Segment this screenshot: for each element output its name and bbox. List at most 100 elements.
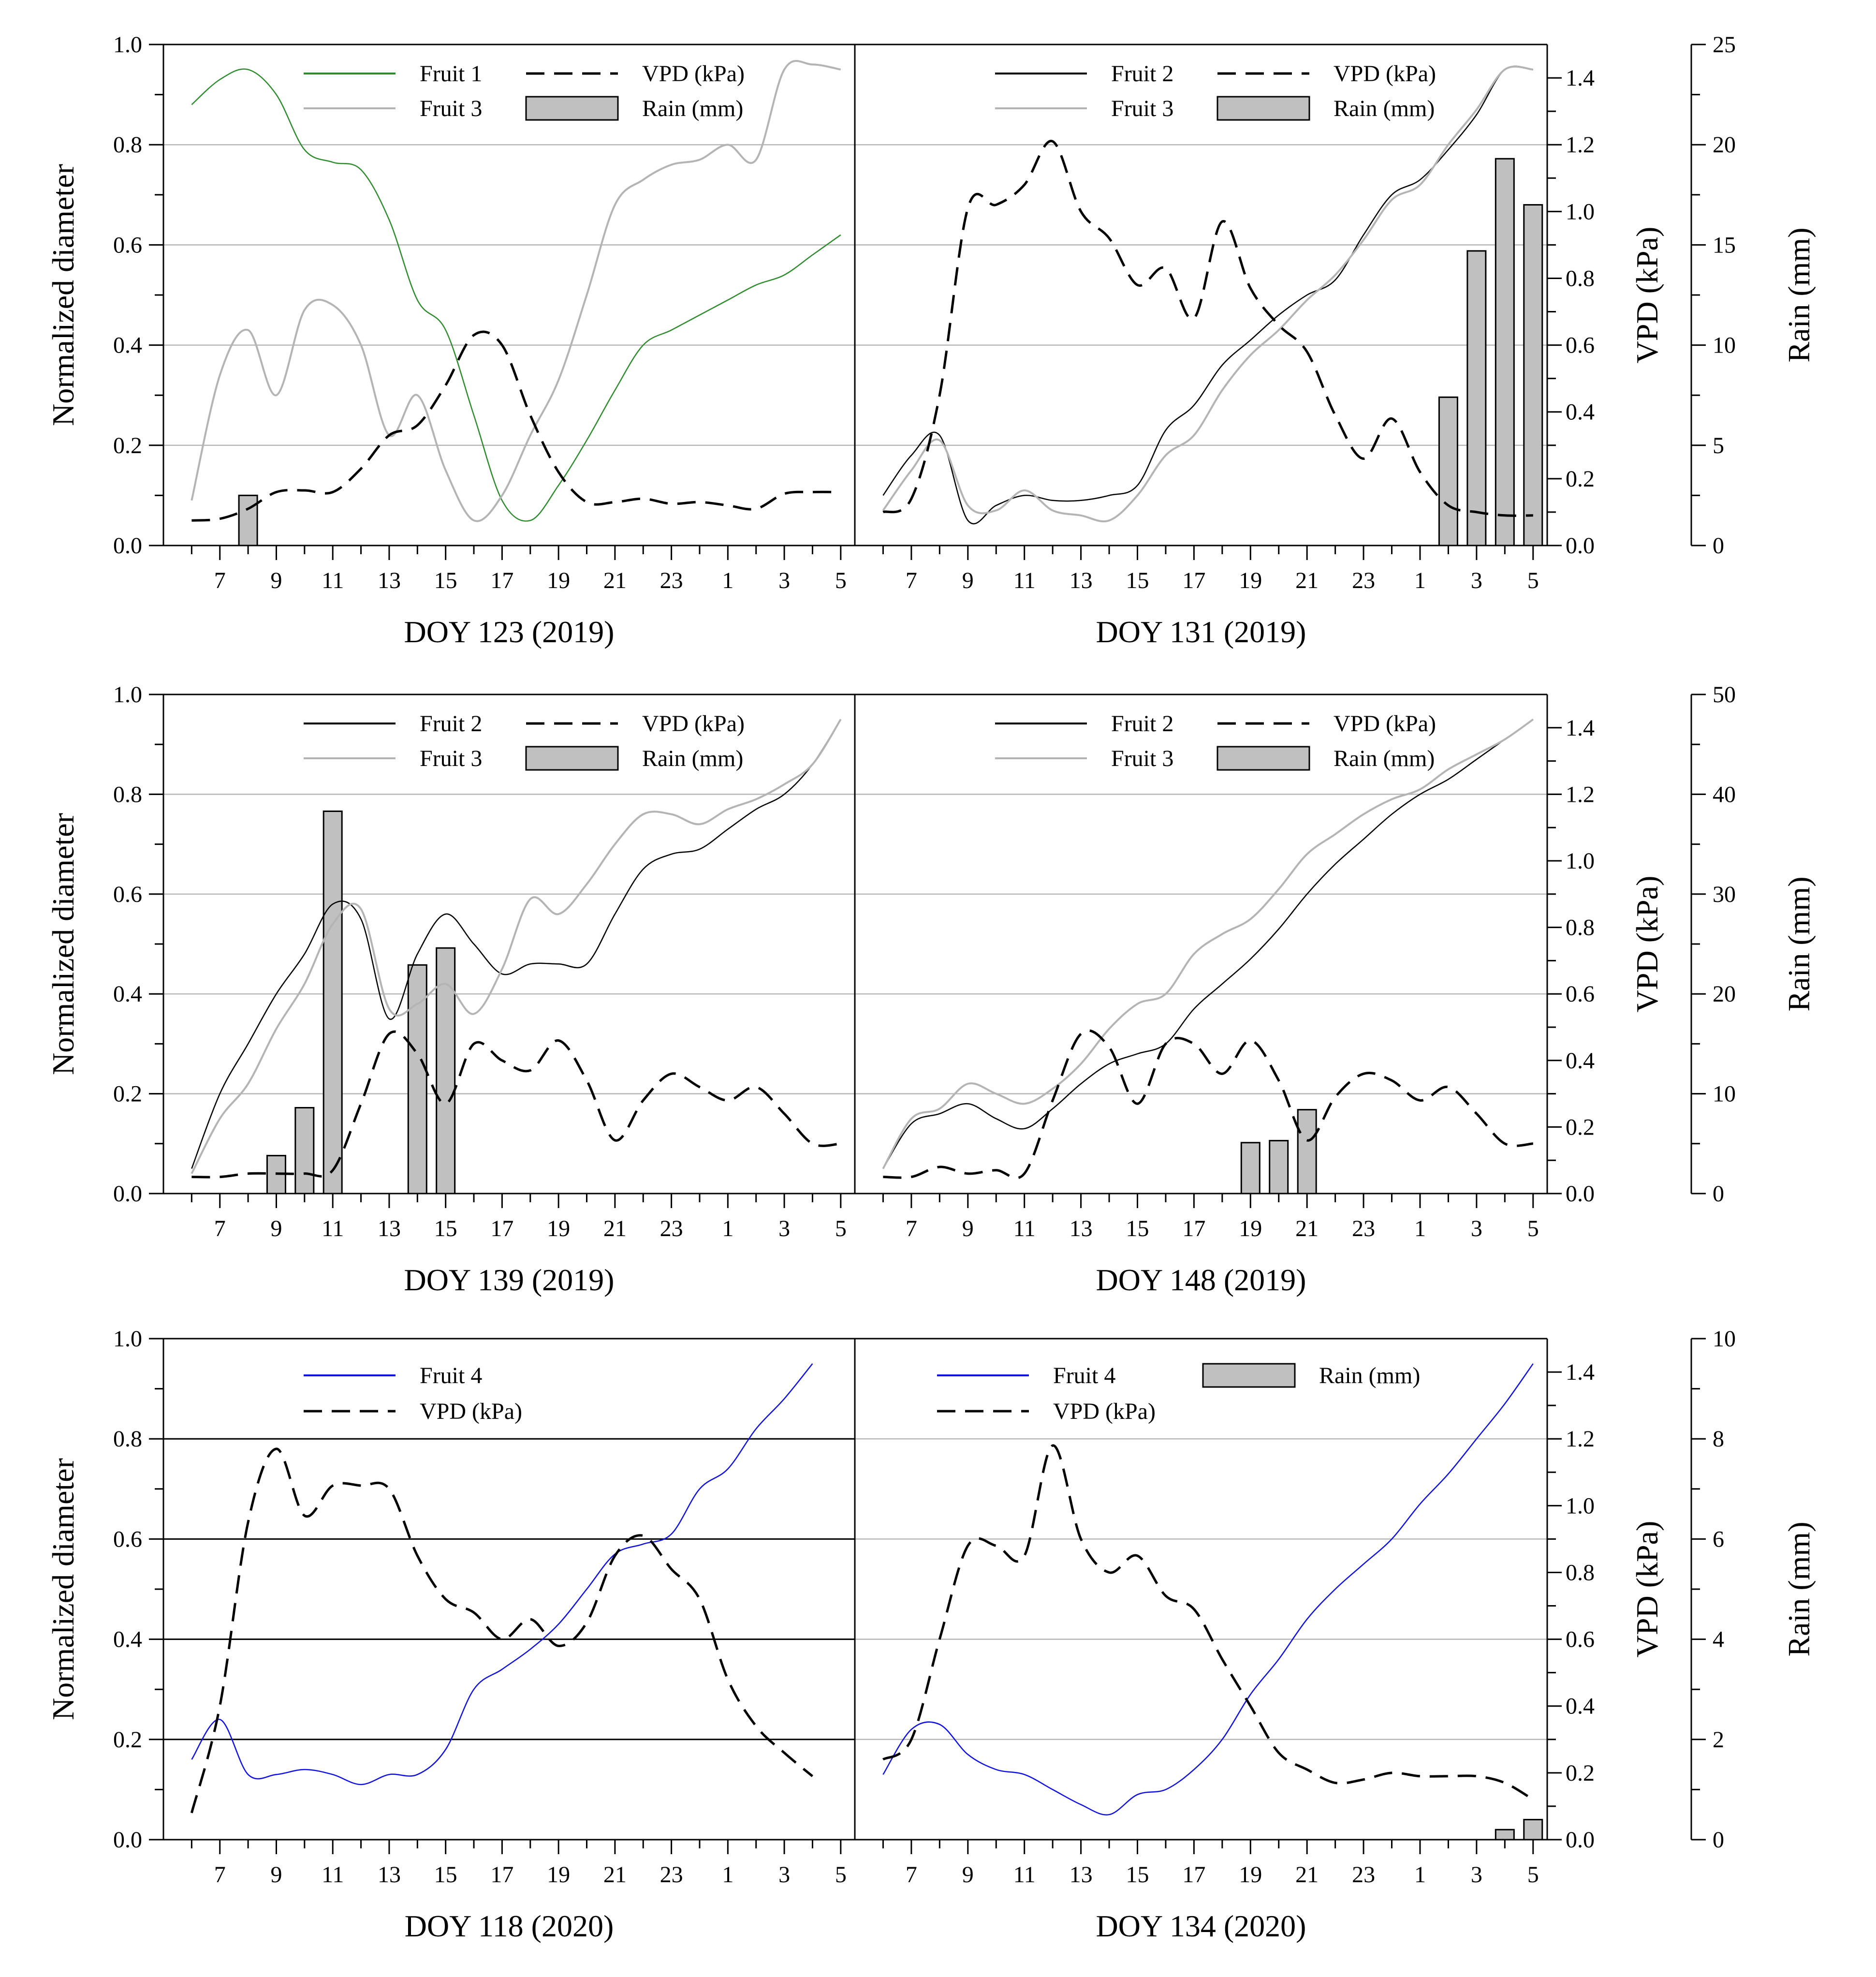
vpd-tick-label: 1.2 [1566, 1426, 1595, 1452]
vpd-axis-title: VPD (kPa) [1630, 876, 1664, 1013]
x-tick-label: 3 [778, 568, 790, 593]
fruit-2-line [882, 719, 1534, 1169]
vpd-tick-label: 0.4 [1566, 1048, 1595, 1074]
rain-bar [1297, 1109, 1317, 1195]
legend-label: VPD (kPa) [1053, 1399, 1156, 1424]
y-tick-label: 0.6 [113, 882, 142, 907]
rain-axis-title: Rain (mm) [1782, 227, 1816, 362]
legend-box-swatch [1216, 746, 1310, 771]
rain-bar [1523, 1819, 1543, 1841]
rain-bar [1240, 1142, 1260, 1195]
x-tick-label: 11 [322, 568, 344, 593]
rain-tick-label: 4 [1713, 1627, 1724, 1652]
legend-label: Fruit 2 [420, 711, 482, 737]
legend-box-swatch [1216, 96, 1310, 121]
vpd-tick-label: 1.4 [1566, 65, 1595, 91]
y-tick-label: 0.8 [113, 132, 142, 158]
x-tick-label: 19 [547, 568, 570, 593]
x-tick-label: 17 [490, 1862, 513, 1888]
x-tick-label: 23 [1352, 1216, 1375, 1241]
fruit-1-line [191, 68, 841, 522]
x-tick-label: 9 [270, 1862, 282, 1888]
x-tick-label: 19 [547, 1216, 570, 1241]
fruit-3-line [882, 65, 1534, 523]
x-axis-title: DOY 148 (2019) [1096, 1263, 1306, 1297]
fruit-4-line [882, 1363, 1534, 1815]
legend-label: Rain (mm) [642, 96, 743, 121]
rain-tick-label: 30 [1713, 882, 1736, 907]
x-axis-title: DOY 118 (2020) [405, 1909, 614, 1943]
x-tick-label: 3 [778, 1862, 790, 1888]
rain-axis-title: Rain (mm) [1782, 1521, 1816, 1656]
vpd-kpa-line [191, 330, 841, 522]
x-tick-label: 21 [1295, 568, 1319, 593]
fruit-3-line [191, 59, 841, 522]
x-tick-label: 21 [603, 1216, 627, 1241]
vpd-tick-label: 0.0 [1566, 1827, 1595, 1853]
vpd-tick-label: 0.0 [1566, 1181, 1595, 1207]
vpd-tick-label: 0.2 [1566, 1760, 1595, 1786]
x-tick-label: 21 [603, 568, 627, 593]
rain-bar [1269, 1140, 1289, 1195]
y-tick-label: 0.2 [113, 1727, 142, 1753]
rain-bar [1495, 158, 1515, 546]
x-tick-label: 5 [1527, 1862, 1539, 1888]
x-tick-label: 1 [722, 568, 733, 593]
rain-tick-label: 20 [1713, 981, 1736, 1007]
x-tick-label: 19 [1239, 1862, 1262, 1888]
legend-label: Fruit 4 [1053, 1363, 1115, 1388]
x-tick-label: 15 [1126, 568, 1149, 593]
x-tick-label: 19 [1239, 1216, 1262, 1241]
x-tick-label: 7 [214, 1216, 226, 1241]
legend: Fruit 2 VPD (kPa) Fruit 3 Rain (mm) [995, 711, 1436, 771]
x-tick-label: 9 [270, 1216, 282, 1241]
x-tick-label: 19 [1239, 568, 1262, 593]
vpd-tick-label: 0.2 [1566, 1114, 1595, 1140]
fruit-2-line [882, 65, 1533, 525]
legend-label: Rain (mm) [1334, 746, 1435, 771]
vpd-tick-label: 1.0 [1566, 1493, 1595, 1519]
x-tick-label: 23 [660, 1862, 683, 1888]
x-tick-label: 21 [1295, 1216, 1319, 1241]
x-tick-label: 11 [1013, 1862, 1036, 1888]
vpd-tick-label: 0.8 [1566, 266, 1595, 291]
vpd-tick-label: 0.6 [1566, 333, 1595, 358]
x-tick-label: 15 [434, 1862, 457, 1888]
legend-label: Fruit 3 [420, 746, 482, 771]
rain-bar [1466, 250, 1487, 546]
rain-tick-label: 10 [1713, 1081, 1736, 1107]
x-tick-label: 21 [1295, 1862, 1319, 1888]
vpd-tick-label: 1.2 [1566, 782, 1595, 807]
legend-label: Rain (mm) [642, 746, 743, 771]
x-tick-label: 13 [1070, 1862, 1093, 1888]
x-tick-label: 5 [1527, 1216, 1539, 1241]
vpd-tick-label: 1.2 [1566, 132, 1595, 158]
y-tick-label: 0.0 [113, 1827, 142, 1853]
legend-box-swatch [525, 96, 619, 121]
y-tick-label: 0.8 [113, 1426, 142, 1452]
rain-tick-label: 6 [1713, 1526, 1724, 1552]
rain-bar [238, 494, 258, 546]
rain-tick-label: 2 [1713, 1727, 1724, 1753]
vpd-tick-label: 1.4 [1566, 1359, 1595, 1385]
legend-label: Rain (mm) [1319, 1363, 1420, 1388]
legend-box-swatch [525, 746, 619, 771]
x-tick-label: 3 [1471, 568, 1482, 593]
x-tick-label: 13 [378, 1862, 401, 1888]
rain-tick-label: 20 [1713, 132, 1736, 158]
vpd-axis-title: VPD (kPa) [1630, 227, 1664, 364]
legend: Fruit 1 VPD (kPa) Fruit 3 Rain (mm) [304, 61, 745, 121]
rain-tick-label: 0 [1713, 1827, 1724, 1853]
fruit-3-line [882, 718, 1534, 1169]
x-tick-label: 7 [214, 568, 226, 593]
x-tick-label: 9 [962, 1216, 974, 1241]
vpd-tick-label: 0.2 [1566, 466, 1595, 492]
x-tick-label: 23 [660, 1216, 683, 1241]
legend-label: Fruit 3 [1111, 746, 1173, 771]
rain-tick-label: 0 [1713, 533, 1724, 559]
rain-tick-label: 5 [1713, 433, 1724, 458]
vpd-tick-label: 1.0 [1566, 848, 1595, 874]
x-tick-label: 23 [1352, 568, 1375, 593]
